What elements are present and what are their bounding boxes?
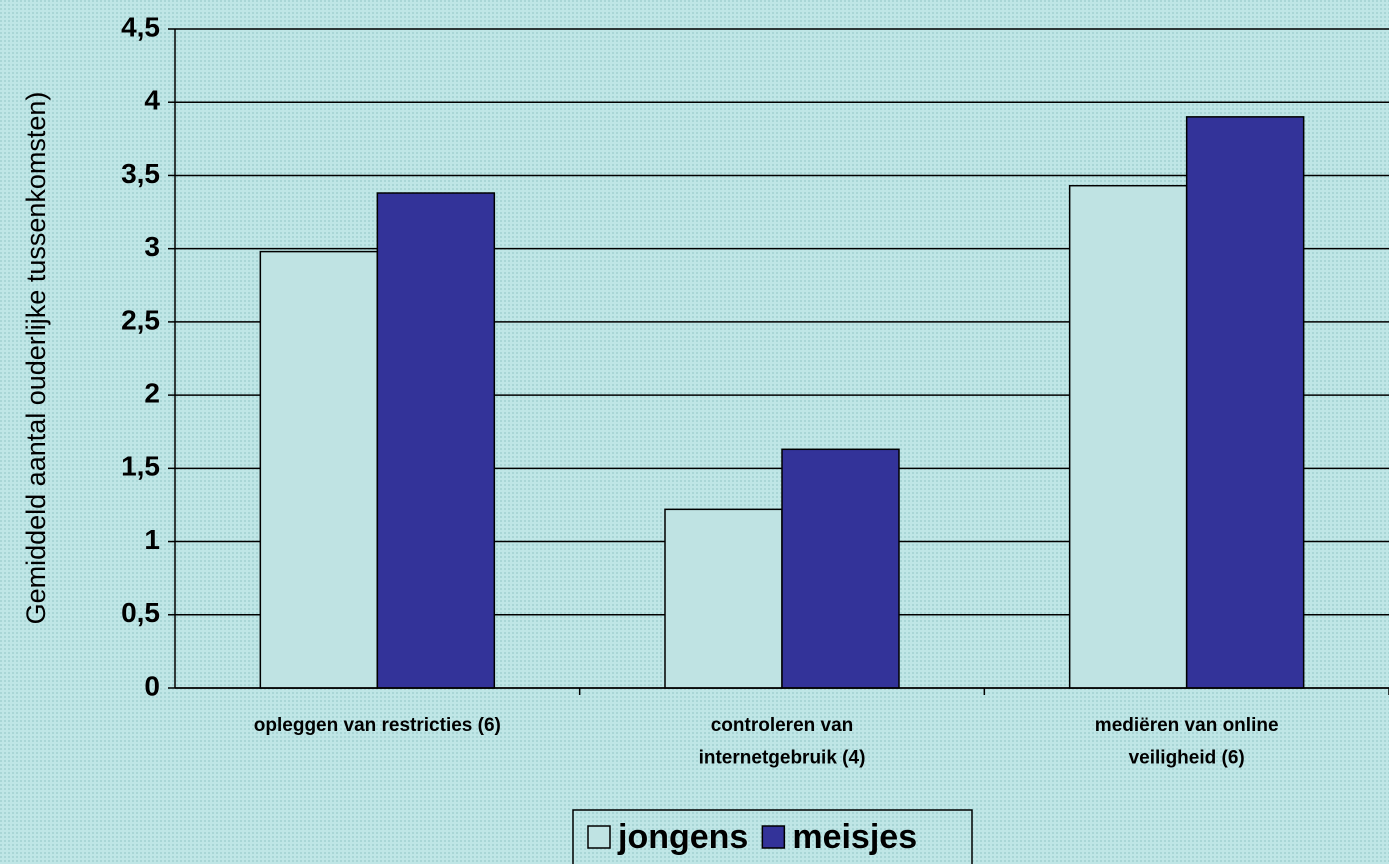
legend-label: meisjes — [792, 818, 917, 856]
y-tick-label: 4 — [144, 85, 160, 116]
bar — [259, 250, 379, 689]
y-tick-label: 4,5 — [121, 11, 160, 42]
y-tick-label: 1,5 — [121, 451, 160, 482]
x-tick-label: controleren van internetgebruik (4) — [699, 715, 866, 768]
x-tick-label: mediëren van online veiligheid (6) — [1095, 715, 1279, 768]
y-tick-label: 0,5 — [121, 597, 160, 628]
bar — [376, 192, 496, 689]
bar — [781, 448, 900, 689]
legend-swatch — [761, 825, 786, 849]
y-tick-label: 3,5 — [121, 158, 160, 189]
y-tick-label: 2 — [144, 378, 160, 409]
y-axis-label: Gemiddeld aantal ouderlijke tussenkomste… — [21, 92, 51, 625]
x-tick-label: opleggen van restricties (6) — [254, 715, 501, 736]
bar — [1068, 184, 1188, 689]
y-tick-label: 0 — [144, 670, 160, 701]
legend-label: jongens — [617, 818, 748, 856]
y-tick-label: 2,5 — [121, 304, 160, 335]
y-tick-label: 3 — [144, 231, 160, 262]
legend-box — [572, 809, 973, 864]
y-tick-label: 1 — [144, 524, 160, 555]
legend-swatch — [587, 825, 611, 849]
bar — [664, 508, 783, 689]
bar — [1185, 116, 1305, 689]
